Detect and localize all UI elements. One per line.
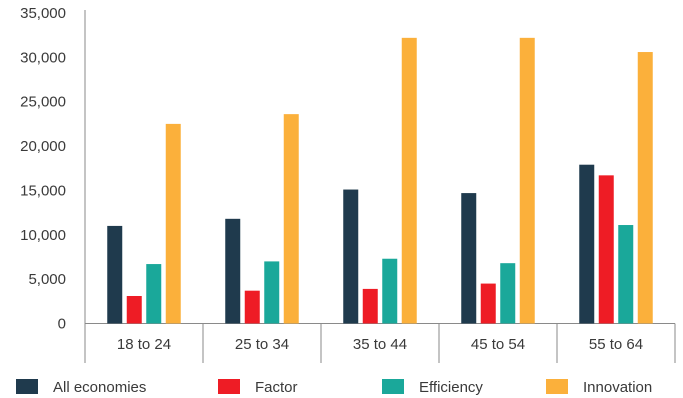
y-tick-label: 5,000 xyxy=(28,271,66,288)
bar-innovation xyxy=(165,123,181,324)
y-tick-label: 35,000 xyxy=(20,5,66,22)
y-tick-label: 0 xyxy=(58,316,66,333)
x-tick-label: 45 to 54 xyxy=(471,336,525,353)
legend-swatch xyxy=(16,379,38,394)
bar-factor xyxy=(126,295,142,324)
bar-all-economies xyxy=(579,164,595,324)
y-tick-label: 30,000 xyxy=(20,49,66,66)
y-tick-label: 10,000 xyxy=(20,227,66,244)
bar-factor xyxy=(362,288,378,324)
bar-innovation xyxy=(401,37,417,324)
bar-all-economies xyxy=(225,218,241,324)
y-tick-label: 25,000 xyxy=(20,94,66,111)
legend-label: Innovation xyxy=(583,379,652,396)
legend-label: Factor xyxy=(255,379,298,396)
legend: All economies Factor Efficiency Innovation xyxy=(16,379,652,396)
bar-factor xyxy=(480,283,496,324)
legend-label: Efficiency xyxy=(419,379,483,396)
legend-swatch xyxy=(218,379,240,394)
bar-efficiency xyxy=(618,225,634,324)
bar-efficiency xyxy=(382,258,398,324)
y-tick-label: 20,000 xyxy=(20,138,66,155)
y-axis: 0 5,000 10,000 15,000 20,000 25,000 30,000 35,0… xyxy=(20,5,86,333)
x-tick-label: 35 to 44 xyxy=(353,336,407,353)
bar-all-economies xyxy=(107,225,123,324)
legend-swatch xyxy=(382,379,404,394)
x-tick-label: 55 to 64 xyxy=(589,336,643,353)
bar-all-economies xyxy=(461,193,477,324)
bar-factor xyxy=(244,290,260,324)
bar-efficiency xyxy=(146,264,162,324)
legend-swatch xyxy=(546,379,568,394)
bar-factor xyxy=(598,175,614,324)
y-tick-label: 15,000 xyxy=(20,182,66,199)
bar-innovation xyxy=(637,52,653,324)
x-axis: 18 to 24 25 to 34 35 to 44 45 to 54 55 to 64 xyxy=(84,323,676,363)
bar-efficiency xyxy=(264,261,280,324)
bar-innovation xyxy=(283,114,299,324)
bar-innovation xyxy=(519,37,535,324)
x-tick-label: 25 to 34 xyxy=(235,336,289,353)
x-tick-label: 18 to 24 xyxy=(117,336,171,353)
legend-label: All economies xyxy=(53,379,146,396)
bar-all-economies xyxy=(343,189,359,324)
bar-efficiency xyxy=(500,263,516,324)
bars xyxy=(107,37,653,324)
